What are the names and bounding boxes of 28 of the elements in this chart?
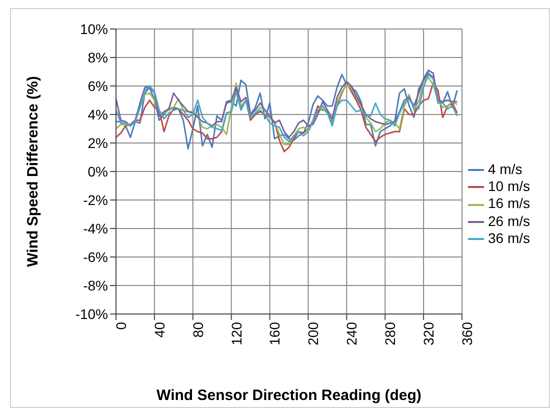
x-tick-label: 320 [420,322,436,346]
legend-label: 36 m/s [488,230,530,246]
x-tick-label: 200 [305,322,322,346]
x-tick-label: 240 [344,322,360,346]
legend-label: 4 m/s [488,160,522,177]
legend-label: 26 m/s [488,212,530,229]
y-tick-label: 8% [88,49,108,66]
y-tick-label: 10% [80,20,108,37]
y-tick-label: 0% [88,163,108,180]
y-tick-label: 4% [88,106,108,122]
y-tick-label: 2% [88,134,108,151]
x-tick-label: 160 [266,322,283,346]
x-tick-label: 280 [382,322,398,346]
y-tick-label: -6% [83,248,108,265]
x-tick-label: 120 [228,322,244,346]
y-tick-label: 6% [88,78,108,94]
x-tick-label: 80 [190,322,206,338]
x-tick-label: 360 [458,322,475,346]
x-tick-label: 40 [151,322,168,338]
legend-label: 10 m/s [488,178,530,194]
y-tick-label: -4% [83,220,108,236]
y-tick-label: -2% [83,192,108,208]
x-axis-title: Wind Sensor Direction Reading (deg) [156,387,422,404]
y-tick-label: -10% [75,306,108,322]
y-axis-title: Wind Speed Difference (%) [24,76,42,267]
x-tick-label: 0 [112,322,129,330]
y-tick-label: -8% [83,277,108,294]
legend-label: 16 m/s [488,195,530,212]
